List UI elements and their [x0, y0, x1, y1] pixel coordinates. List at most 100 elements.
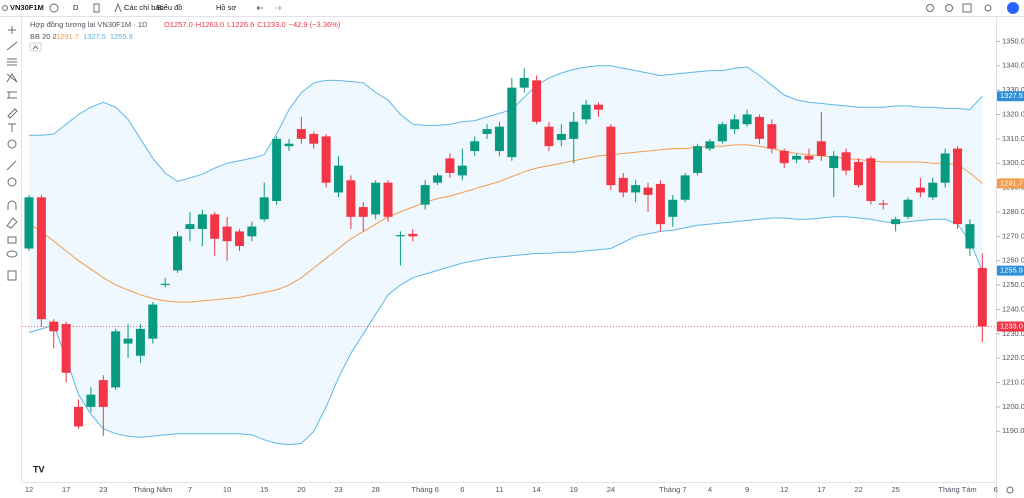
share[interactable]: [984, 4, 992, 12]
text-tool[interactable]: [8, 123, 16, 132]
y-tick-label: 1190.0: [1002, 426, 1024, 435]
y-tick-label: 1340.0: [1002, 61, 1024, 70]
x-tick-label: 12: [780, 485, 788, 494]
x-tick-label: 24: [607, 485, 615, 494]
ruler-tool[interactable]: [6, 160, 17, 171]
crosshair-tool[interactable]: [8, 26, 16, 34]
candle-body: [383, 182, 393, 217]
screenshot[interactable]: [926, 4, 934, 12]
candle-body: [222, 226, 232, 242]
readout-value: −42.9 (−3.36%): [289, 20, 341, 29]
x-tick-label: 22: [854, 485, 862, 494]
y-tick-label: 1230.0: [1002, 329, 1024, 338]
axis-settings[interactable]: [1006, 486, 1014, 494]
candle-body: [680, 175, 690, 200]
collapse-legend[interactable]: [29, 42, 42, 52]
candle-body: [915, 187, 925, 193]
candle-body: [321, 136, 331, 183]
profile[interactable]: Hồ sơ: [216, 3, 236, 12]
redo[interactable]: [275, 5, 282, 11]
readout-value: C1233.0: [257, 20, 285, 29]
forecast-tool[interactable]: [7, 91, 17, 99]
x-tick-label: 20: [297, 485, 305, 494]
drawing-tools: [6, 26, 18, 281]
price-tag: [997, 178, 1024, 189]
draw-mode[interactable]: [6, 217, 18, 229]
x-tick-label: 23: [99, 485, 107, 494]
visibility-tool[interactable]: [6, 250, 18, 258]
readout-value: H1263.0: [196, 20, 224, 29]
candle-body: [234, 231, 244, 247]
y-tick-label: 1250.0: [1002, 280, 1024, 289]
x-tick-label: Tháng Năm: [133, 485, 172, 494]
y-tick-label: 1260.0: [1002, 256, 1024, 265]
candle-body: [977, 267, 987, 327]
candle-body: [618, 177, 628, 193]
search-icon[interactable]: [2, 5, 8, 11]
x-tick-label: 7: [188, 485, 192, 494]
x-tick-label: 15: [260, 485, 268, 494]
plot-area: [22, 65, 996, 446]
ohlc-readout: O1257.0 H1263.0 L1226.6 C1233.0 −42.9 (−3.36…: [164, 20, 341, 29]
candle-body: [247, 226, 257, 237]
indicators-icon[interactable]: [114, 2, 122, 13]
x-tick-label: 4: [708, 485, 712, 494]
y-tick-label: 1240.0: [1002, 304, 1024, 313]
magnet-tool[interactable]: [7, 200, 17, 210]
x-tick-label: 6: [994, 485, 998, 494]
brush-tool[interactable]: [7, 108, 18, 119]
candle-body: [754, 116, 764, 139]
candle-body: [49, 321, 59, 332]
candle-body: [173, 236, 183, 271]
price-tag-label: 1233.0: [1000, 321, 1023, 330]
bar-style[interactable]: [93, 3, 100, 13]
y-tick-label: 1310.0: [1002, 134, 1024, 143]
undo[interactable]: [256, 5, 263, 11]
interval[interactable]: D: [73, 3, 79, 12]
readout-value: L1226.6: [227, 20, 254, 29]
x-tick-label: 17: [817, 485, 825, 494]
readout-value: O1257.0: [164, 20, 193, 29]
collapse-arrow: [32, 45, 39, 50]
candle-body: [272, 138, 282, 201]
fib-tool[interactable]: [7, 58, 17, 66]
candle-body: [903, 199, 913, 217]
zoom-tool[interactable]: [7, 177, 17, 187]
trend-line-tool[interactable]: [6, 41, 18, 51]
add-symbol[interactable]: [49, 3, 59, 13]
pattern-tool[interactable]: [6, 73, 18, 83]
indicator-value: 1291.7: [56, 32, 79, 41]
candle-body: [210, 214, 220, 239]
candle-body: [494, 126, 504, 152]
chart-type[interactable]: Biểu đồ: [157, 3, 182, 12]
candle-body: [284, 143, 294, 147]
candle-body: [197, 214, 207, 230]
candle-body: [532, 80, 542, 122]
candle-body: [123, 338, 133, 344]
indicator-label: BB 20 2: [30, 32, 57, 41]
x-tick-label: 19: [570, 485, 578, 494]
candle-body: [643, 187, 653, 195]
symbol[interactable]: VN30F1M: [10, 3, 44, 12]
indicators[interactable]: Các chỉ báo: [124, 3, 164, 12]
candle-body: [185, 224, 195, 230]
band-lower-line: [28, 216, 983, 446]
candle-body: [86, 394, 96, 407]
candle-body: [445, 158, 455, 173]
icon-tool[interactable]: [7, 139, 17, 149]
lock-tool[interactable]: [7, 236, 17, 244]
candle-body: [544, 126, 554, 147]
y-tick-label: 1330.0: [1002, 85, 1024, 94]
candle-body: [693, 146, 703, 173]
remove-tool[interactable]: [7, 270, 17, 281]
candle-body: [457, 165, 467, 176]
candle-body: [779, 151, 789, 164]
candle-body: [891, 219, 901, 225]
candle-body: [767, 124, 777, 149]
price-tag-label: 1327.5: [1000, 91, 1023, 100]
logo[interactable]: [1007, 2, 1019, 14]
fullscreen[interactable]: [962, 3, 972, 13]
settings[interactable]: [945, 4, 953, 12]
candle-body: [470, 141, 480, 152]
